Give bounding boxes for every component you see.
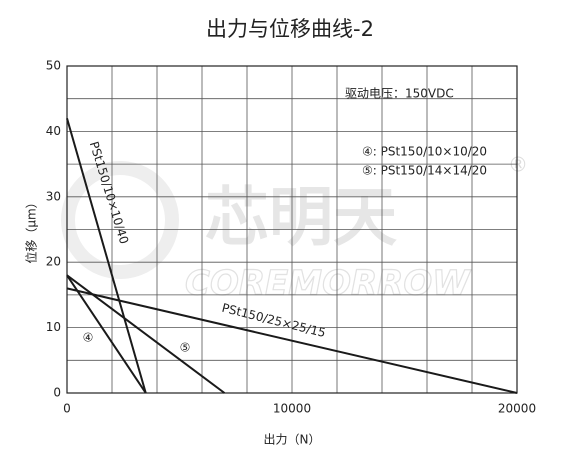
y-tick-label: 20 xyxy=(46,255,61,269)
plot-frame xyxy=(66,65,518,394)
line-label: ⑤ xyxy=(180,341,191,355)
legend-entry: ④: PSt150/10×10/20 xyxy=(362,145,487,159)
y-tick-label: 40 xyxy=(46,124,61,138)
x-tick-label: 0 xyxy=(63,402,71,416)
line-label: ④ xyxy=(83,331,94,345)
y-tick-label: 50 xyxy=(46,59,61,73)
watermark: ® xyxy=(508,153,528,177)
watermark-logo xyxy=(61,161,179,279)
watermark: 芯明天 xyxy=(205,182,397,256)
x-tick-label: 20000 xyxy=(498,402,536,416)
y-axis-label: 位移（μm） xyxy=(24,196,39,263)
watermark: COREMORROW xyxy=(185,264,471,304)
annotation-box xyxy=(335,82,475,106)
line xyxy=(66,287,518,394)
y-tick-label: 0 xyxy=(53,386,61,400)
y-tick-label: 30 xyxy=(46,189,61,203)
legend-box xyxy=(355,142,505,182)
line xyxy=(66,118,147,394)
chart-title: 出力与位移曲线-2 xyxy=(206,17,374,41)
x-axis-label: 出力（N） xyxy=(264,433,321,447)
x-tick-label: 10000 xyxy=(273,402,311,416)
legend-entry: ⑤: PSt150/14×14/20 xyxy=(362,164,487,178)
annotation: 驱动电压：150VDC xyxy=(345,87,454,101)
line xyxy=(66,274,147,394)
line-label: PSt150/25×25/15 xyxy=(220,301,327,340)
y-tick-label: 10 xyxy=(46,320,61,334)
